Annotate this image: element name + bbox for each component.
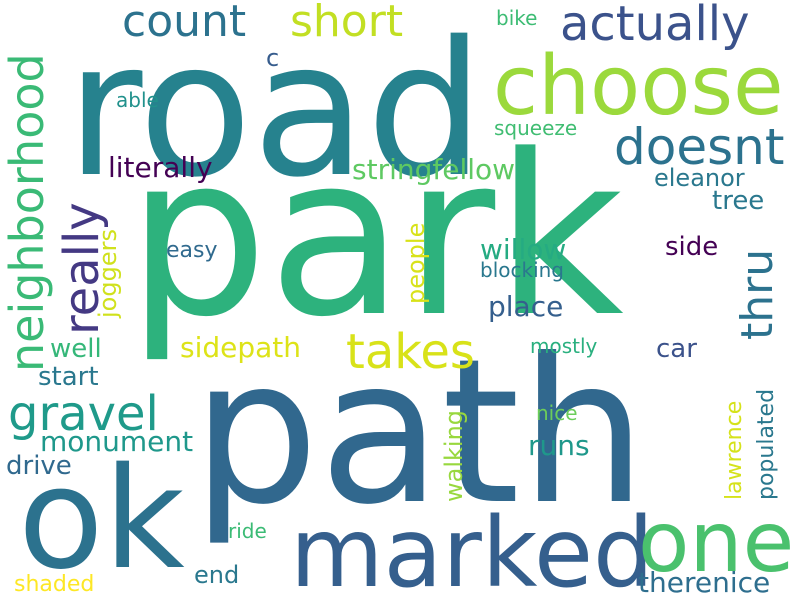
word-c: c	[266, 44, 280, 72]
word-count: count	[122, 0, 247, 47]
word-monument: monument	[40, 425, 194, 458]
word-takes: takes	[346, 324, 475, 380]
word-lawrence: lawrence	[722, 400, 747, 500]
word-place: place	[488, 290, 564, 323]
word-therenice: therenice	[638, 566, 771, 599]
word-end: end	[194, 561, 240, 589]
word-squeeze: squeeze	[494, 116, 578, 140]
word-nice: nice	[536, 401, 578, 425]
word-neighborhood: neighborhood	[0, 53, 54, 372]
word-car: car	[656, 334, 697, 364]
word-able: able	[116, 88, 159, 112]
word-runs: runs	[528, 429, 590, 462]
word-willow: willow	[480, 233, 567, 266]
word-path: path	[192, 316, 647, 549]
word-tree: tree	[712, 186, 765, 216]
word-literally: literally	[108, 151, 213, 184]
word-well: well	[50, 334, 102, 364]
word-populated: populated	[754, 388, 779, 500]
word-doesnt: doesnt	[614, 118, 785, 176]
word-blocking: blocking	[480, 258, 564, 282]
word-easy: easy	[166, 238, 218, 263]
word-walking: walking	[440, 409, 468, 502]
word-sidepath: sidepath	[180, 331, 302, 364]
word-thru: thru	[732, 248, 783, 340]
word-eleanor: eleanor	[654, 164, 745, 192]
word-road: road	[66, 1, 485, 218]
word-short: short	[290, 0, 404, 47]
word-start: start	[38, 362, 99, 392]
word-bike: bike	[496, 6, 538, 30]
word-one: one	[638, 493, 795, 591]
word-ride: ride	[228, 519, 267, 543]
word-drive: drive	[6, 451, 72, 481]
word-actually: actually	[560, 0, 750, 52]
word-gravel: gravel	[8, 386, 159, 442]
word-ok: ok	[18, 438, 185, 600]
word-people: people	[402, 222, 430, 304]
word-mostly: mostly	[530, 334, 598, 358]
word-park: park	[127, 108, 624, 366]
word-choose: choose	[493, 39, 784, 134]
word-side: side	[665, 232, 719, 262]
word-shaded: shaded	[14, 572, 95, 597]
word-marked: marked	[290, 497, 654, 600]
word-joggers: joggers	[94, 229, 122, 318]
word-stringfellow: stringfellow	[352, 153, 516, 186]
